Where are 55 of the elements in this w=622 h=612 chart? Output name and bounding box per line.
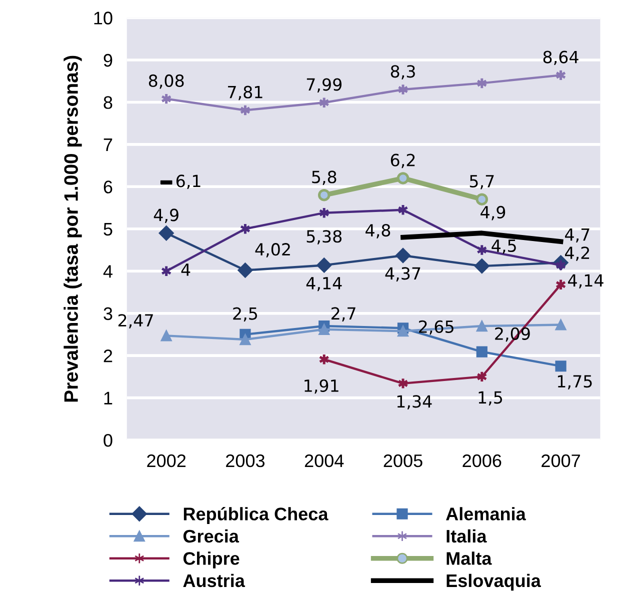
- x-tick-label: 2002: [147, 454, 186, 468]
- legend-label: Eslovaquia: [446, 574, 542, 591]
- legend-label: Chipre: [183, 552, 240, 568]
- data-label: 5,7: [470, 175, 494, 190]
- y-axis-title: Prevalencia (tasa por 1.000 personas): [64, 56, 82, 402]
- data-label: 4,8: [366, 224, 390, 238]
- data-label: 8,3: [390, 65, 415, 80]
- data-label: 1,91: [304, 379, 338, 394]
- legend-label: Grecia: [183, 529, 240, 543]
- data-label: 2,7: [332, 307, 356, 322]
- data-label: 1,5: [478, 391, 502, 406]
- y-tick-label: 9: [104, 54, 112, 67]
- data-label: 2,65: [419, 320, 454, 335]
- data-label: 5,8: [312, 170, 336, 185]
- data-label: 1,75: [558, 375, 592, 390]
- y-tick-label: 3: [104, 307, 112, 320]
- y-tick-label: 0: [104, 434, 112, 447]
- data-label: 4: [181, 264, 190, 276]
- data-label: 8,64: [543, 50, 578, 66]
- x-tick-label: 2007: [542, 454, 580, 468]
- legend-label: Austria: [183, 574, 246, 588]
- x-tick-label: 2004: [304, 454, 344, 468]
- data-label: 4,9: [480, 206, 506, 220]
- legend-label: Italia: [446, 529, 487, 543]
- y-tick-label: 10: [94, 12, 112, 24]
- legend-label: Alemania: [446, 507, 526, 520]
- data-label: 4,37: [385, 267, 420, 282]
- data-label: 1,34: [397, 395, 432, 410]
- y-tick-label: 2: [104, 350, 112, 362]
- data-label: 5,38: [306, 230, 342, 244]
- data-label: 2,47: [118, 314, 153, 328]
- data-label: 6,2: [390, 154, 415, 168]
- legend-label: República Checa: [184, 506, 328, 524]
- data-label: 4,02: [255, 243, 290, 258]
- data-label: 6,1: [176, 174, 200, 189]
- data-label: 4,14: [568, 274, 604, 288]
- data-label: 7,99: [306, 78, 342, 92]
- y-tick-label: 5: [104, 223, 112, 236]
- x-tick-label: 2006: [462, 454, 502, 468]
- data-label: 4,7: [565, 228, 590, 243]
- y-tick-label: 4: [103, 265, 112, 278]
- y-tick-label: 6: [104, 180, 112, 194]
- data-label: 7,81: [228, 86, 262, 100]
- y-tick-label: 7: [104, 138, 112, 151]
- data-label: 4,9: [154, 208, 178, 223]
- y-tick-label: 8: [104, 96, 112, 109]
- data-label: 4,2: [565, 246, 590, 261]
- x-tick-label: 2003: [226, 454, 265, 468]
- data-label: 8,08: [148, 74, 184, 89]
- y-tick-label: 1: [104, 392, 112, 404]
- data-label: 4,14: [306, 277, 342, 292]
- x-tick-label: 2005: [384, 454, 422, 468]
- data-label: 4,5: [492, 240, 516, 254]
- data-label: 2,5: [233, 307, 258, 322]
- legend-label: Malta: [446, 552, 492, 565]
